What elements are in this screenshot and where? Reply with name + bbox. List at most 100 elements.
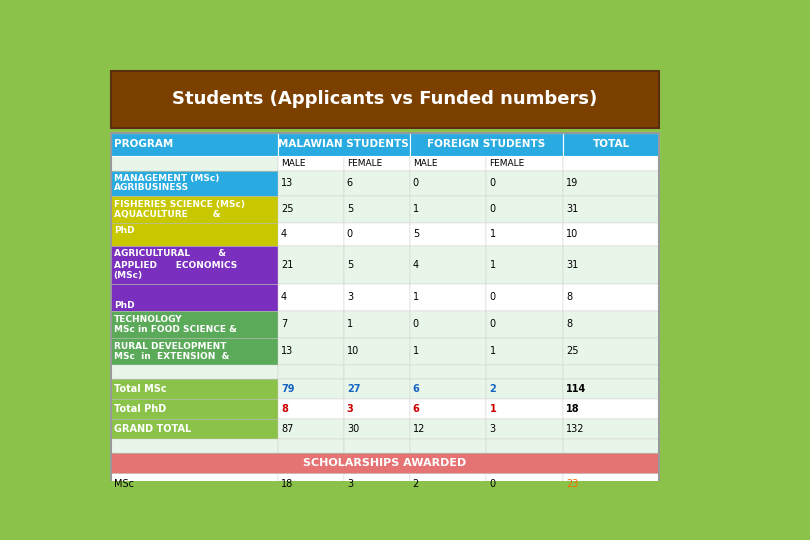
- Bar: [410, 284, 487, 311]
- Text: 1: 1: [489, 346, 496, 356]
- Bar: [487, 473, 563, 495]
- Bar: [487, 338, 563, 365]
- Bar: [278, 399, 343, 419]
- Bar: [278, 171, 343, 195]
- Text: 6: 6: [412, 384, 420, 394]
- Text: 3: 3: [347, 404, 354, 414]
- Bar: [487, 222, 563, 246]
- Text: 8: 8: [566, 292, 573, 302]
- Text: FEMALE: FEMALE: [489, 159, 525, 168]
- Bar: [487, 399, 563, 419]
- Text: Total PhD: Total PhD: [113, 404, 166, 414]
- Bar: [278, 439, 343, 453]
- Bar: [563, 419, 659, 439]
- Bar: [110, 195, 278, 222]
- Bar: [563, 338, 659, 365]
- Bar: [487, 439, 563, 453]
- Bar: [487, 419, 563, 439]
- Text: 114: 114: [566, 384, 586, 394]
- Text: MALE: MALE: [412, 159, 437, 168]
- Text: 4: 4: [281, 292, 287, 302]
- Text: 31: 31: [566, 260, 578, 270]
- Bar: [343, 439, 410, 453]
- Text: 25: 25: [566, 346, 579, 356]
- Text: FOREIGN STUDENTS: FOREIGN STUDENTS: [427, 139, 545, 149]
- Bar: [343, 379, 410, 399]
- Bar: [343, 171, 410, 195]
- Text: 0: 0: [489, 478, 496, 489]
- Bar: [487, 311, 563, 338]
- Text: 79: 79: [281, 384, 295, 394]
- Text: 0: 0: [489, 319, 496, 329]
- Bar: [563, 379, 659, 399]
- Text: FEMALE: FEMALE: [347, 159, 382, 168]
- Text: 10: 10: [347, 346, 359, 356]
- Bar: [563, 399, 659, 419]
- Text: 7: 7: [281, 319, 288, 329]
- Text: 3: 3: [347, 478, 353, 489]
- Bar: [410, 311, 487, 338]
- Bar: [343, 311, 410, 338]
- Bar: [410, 222, 487, 246]
- Text: MSc  in  EXTENSION  &: MSc in EXTENSION &: [113, 352, 229, 361]
- Text: 13: 13: [281, 178, 293, 188]
- Bar: [278, 246, 343, 284]
- Text: 0: 0: [489, 204, 496, 214]
- Bar: [487, 365, 563, 379]
- Text: AQUACULTURE        &: AQUACULTURE &: [113, 210, 220, 219]
- Bar: [110, 473, 278, 495]
- Text: 25: 25: [281, 204, 293, 214]
- Bar: [410, 171, 487, 195]
- Bar: [563, 222, 659, 246]
- Text: 4: 4: [412, 260, 419, 270]
- Text: RURAL DEVELOPMENT: RURAL DEVELOPMENT: [113, 342, 226, 352]
- Text: 2: 2: [412, 478, 419, 489]
- Bar: [278, 195, 343, 222]
- Text: 0: 0: [489, 292, 496, 302]
- Text: 3: 3: [489, 424, 496, 434]
- Bar: [487, 379, 563, 399]
- Bar: [110, 365, 278, 379]
- Bar: [563, 439, 659, 453]
- Text: 1: 1: [489, 260, 496, 270]
- Text: Students (Applicants vs Funded numbers): Students (Applicants vs Funded numbers): [173, 90, 598, 109]
- Bar: [343, 419, 410, 439]
- Bar: [110, 419, 278, 439]
- Text: 0: 0: [412, 178, 419, 188]
- Bar: [410, 365, 487, 379]
- Bar: [343, 222, 410, 246]
- Bar: [110, 453, 659, 473]
- Bar: [410, 132, 563, 156]
- Text: MALE: MALE: [281, 159, 305, 168]
- Bar: [410, 419, 487, 439]
- Text: MANAGEMENT (MSc): MANAGEMENT (MSc): [113, 174, 219, 184]
- Bar: [487, 171, 563, 195]
- Bar: [410, 399, 487, 419]
- Bar: [110, 284, 278, 311]
- Bar: [110, 132, 659, 495]
- Text: 31: 31: [566, 204, 578, 214]
- Bar: [278, 132, 410, 156]
- Bar: [278, 156, 343, 171]
- Text: AGRIBUSINESS: AGRIBUSINESS: [113, 183, 189, 192]
- Bar: [563, 156, 659, 171]
- Bar: [563, 365, 659, 379]
- Text: 8: 8: [566, 319, 573, 329]
- Text: PhD: PhD: [113, 226, 134, 234]
- Bar: [410, 195, 487, 222]
- Bar: [343, 284, 410, 311]
- Text: 0: 0: [412, 319, 419, 329]
- Bar: [278, 473, 343, 495]
- Text: 19: 19: [566, 178, 578, 188]
- Bar: [410, 379, 487, 399]
- Text: AGRICULTURAL         &: AGRICULTURAL &: [113, 249, 226, 258]
- Bar: [110, 156, 278, 171]
- Text: TECHNOLOGY: TECHNOLOGY: [113, 315, 182, 325]
- Bar: [487, 156, 563, 171]
- Text: 13: 13: [281, 346, 293, 356]
- Text: 5: 5: [347, 204, 353, 214]
- Bar: [110, 439, 278, 453]
- Bar: [278, 311, 343, 338]
- Text: PROGRAM: PROGRAM: [114, 139, 173, 149]
- Text: 10: 10: [566, 229, 578, 239]
